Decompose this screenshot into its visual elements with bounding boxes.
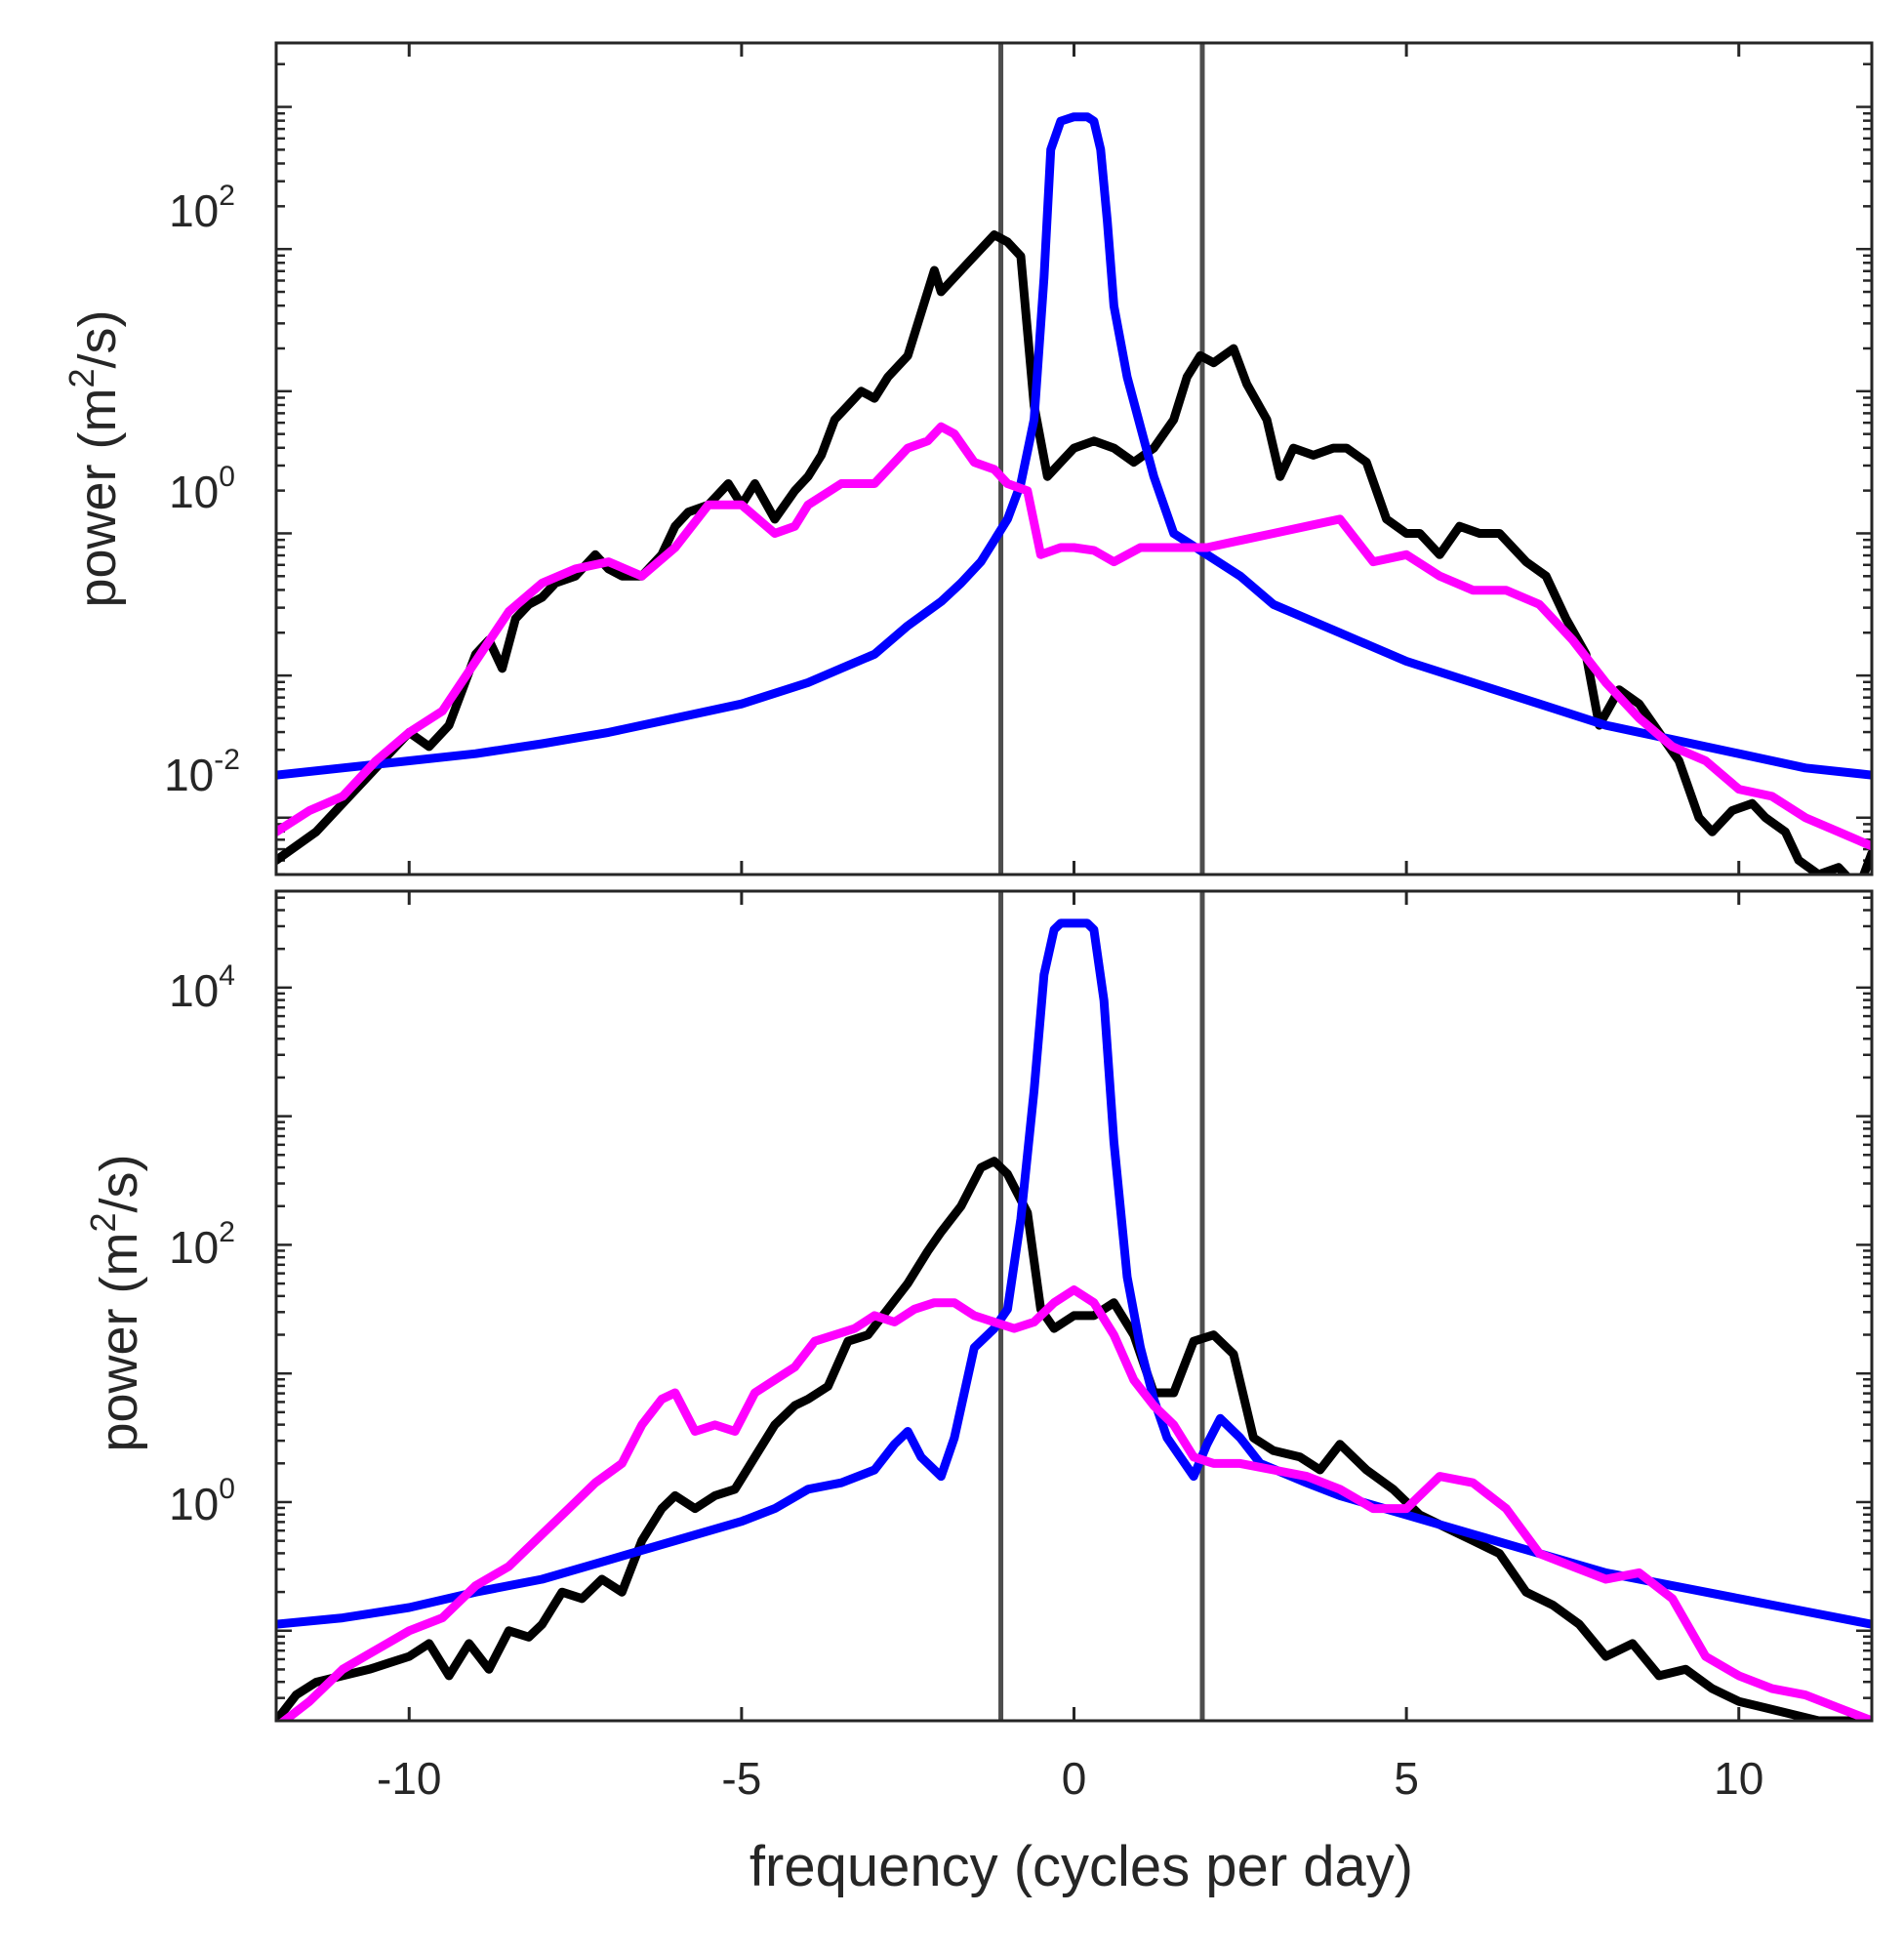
top-ytick-label-1: 100	[169, 461, 235, 517]
top-series-blue-line	[276, 112, 1872, 780]
top-x-ticks	[407, 43, 1741, 875]
bottom-panel: -10 -5 0 5 10 100 102 104 power (m2/s) f…	[83, 889, 1874, 1898]
xtick-label-5: 5	[1394, 1753, 1419, 1804]
bottom-x-ticks	[407, 891, 1741, 1721]
top-ytick-label-2: 102	[169, 180, 235, 236]
bottom-series-black-line	[276, 1157, 1872, 1721]
bottom-y-axis-label: power (m2/s)	[83, 1154, 148, 1451]
xtick-label-minus-10: -10	[377, 1753, 441, 1804]
xtick-label-minus-5: -5	[721, 1753, 761, 1804]
bottom-ytick-label-0: 100	[169, 1473, 235, 1529]
bottom-series-magenta-line	[277, 1285, 1872, 1721]
bottom-ytick-label-2: 104	[169, 959, 235, 1016]
xtick-label-10: 10	[1714, 1753, 1763, 1804]
bottom-series-blue-line	[276, 918, 1872, 1629]
xtick-label-0: 0	[1062, 1753, 1087, 1804]
top-y-axis-label: power (m2/s)	[61, 309, 127, 607]
top-ytick-label-0: 10-2	[164, 744, 240, 800]
bottom-x-tick-labels: -10 -5 0 5 10	[377, 1753, 1763, 1804]
bottom-series-group	[276, 891, 1872, 1721]
top-y-ticks: 10-2 100 102	[164, 180, 240, 800]
bottom-y-ticks: 100 102 104	[169, 959, 235, 1529]
top-series-magenta-line	[276, 422, 1872, 851]
x-axis-label: frequency (cycles per day)	[749, 1835, 1413, 1898]
top-series-group	[276, 43, 1872, 875]
top-panel: 10-2 100 102 power (m2/s)	[61, 41, 1874, 876]
bottom-ytick-label-1: 102	[169, 1216, 235, 1273]
